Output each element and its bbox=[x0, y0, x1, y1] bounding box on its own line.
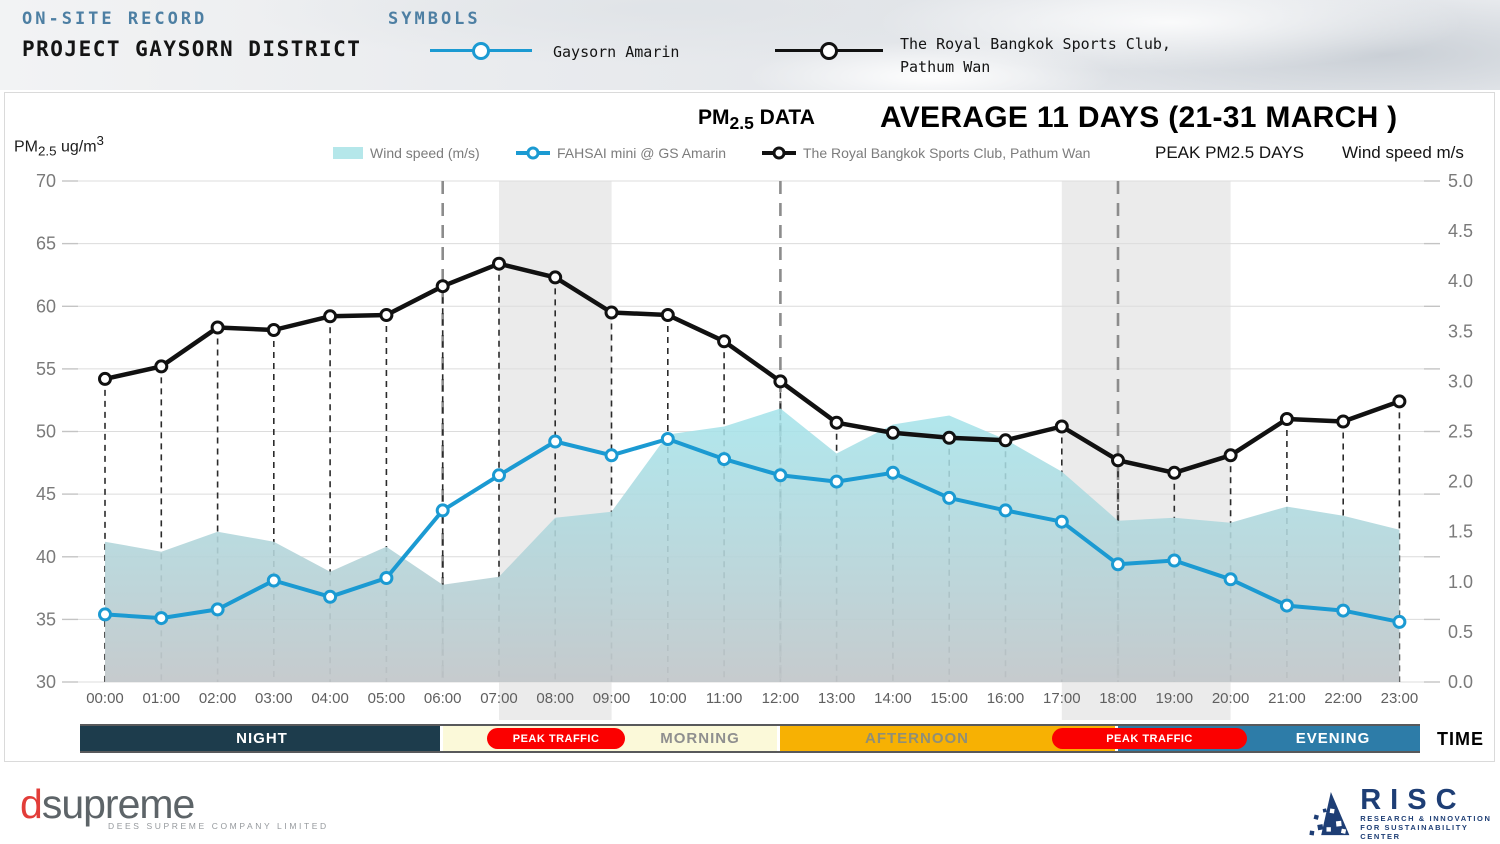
svg-text:08:00: 08:00 bbox=[536, 690, 574, 707]
peak-traffic-pill: PEAK TRAFFIC bbox=[1052, 728, 1247, 749]
symbol-rbsc-line1: The Royal Bangkok Sports Club, bbox=[900, 35, 1171, 53]
svg-text:55: 55 bbox=[36, 359, 56, 379]
legend-wind-speed-label: Wind speed (m/s) bbox=[370, 145, 480, 161]
svg-text:21:00: 21:00 bbox=[1268, 690, 1306, 707]
time-band-bar: NIGHT MORNING AFTERNOON EVENING PEAK TRAFFIC… bbox=[80, 724, 1420, 753]
svg-text:5.0: 5.0 bbox=[1448, 171, 1473, 191]
svg-text:20:00: 20:00 bbox=[1212, 690, 1250, 707]
symbols-label: SYMBOLS bbox=[388, 9, 481, 29]
svg-text:0.0: 0.0 bbox=[1448, 672, 1473, 692]
dsupreme-logo: dsupreme DEES SUPREME COMPANY LIMITED bbox=[20, 781, 329, 832]
symbol-rbsc-line2: Pathum Wan bbox=[900, 58, 991, 76]
svg-text:12:00: 12:00 bbox=[762, 690, 800, 707]
svg-text:04:00: 04:00 bbox=[311, 690, 349, 707]
chart-card bbox=[4, 92, 1495, 762]
peak-pm25-days-label: PEAK PM2.5 DAYS bbox=[1155, 143, 1304, 162]
time-band-label-morning: MORNING bbox=[660, 730, 740, 747]
time-band-label-evening: EVENING bbox=[1295, 730, 1371, 747]
rbsc-legend-marker-dot bbox=[772, 146, 786, 160]
svg-text:23:00: 23:00 bbox=[1381, 690, 1419, 707]
risc-caption-line1: RESEARCH & INNOVATION bbox=[1360, 814, 1492, 823]
risc-triangle-icon bbox=[1309, 791, 1350, 835]
svg-text:00:00: 00:00 bbox=[86, 690, 124, 707]
svg-text:3.0: 3.0 bbox=[1448, 371, 1473, 391]
time-band-label-night: NIGHT bbox=[236, 730, 288, 747]
svg-text:2.0: 2.0 bbox=[1448, 472, 1473, 492]
svg-text:15:00: 15:00 bbox=[930, 690, 968, 707]
symbol-rbsc-label: The Royal Bangkok Sports Club, Pathum Wa… bbox=[900, 33, 1171, 79]
risc-textblock: RISC RESEARCH & INNOVATION FOR SUSTAINAB… bbox=[1360, 784, 1500, 842]
svg-text:10:00: 10:00 bbox=[649, 690, 687, 707]
risc-caption: RESEARCH & INNOVATION FOR SUSTAINABILITY… bbox=[1360, 814, 1500, 841]
svg-text:35: 35 bbox=[36, 609, 56, 629]
svg-text:07:00: 07:00 bbox=[480, 690, 518, 707]
legend-fahsai-label: FAHSAI mini @ GS Amarin bbox=[557, 145, 727, 161]
svg-text:09:00: 09:00 bbox=[593, 690, 631, 707]
time-axis-label: TIME bbox=[1437, 729, 1484, 749]
fahsai-line-marker bbox=[516, 146, 550, 160]
peak-traffic-pill: PEAK TRAFFIC bbox=[487, 728, 626, 749]
svg-text:22:00: 22:00 bbox=[1324, 690, 1362, 707]
pm25-data-label: PM2.5 DATA bbox=[698, 106, 815, 134]
time-band-night bbox=[80, 726, 440, 751]
risc-name: RISC bbox=[1360, 784, 1466, 816]
svg-text:06:00: 06:00 bbox=[424, 690, 462, 707]
svg-text:45: 45 bbox=[36, 484, 56, 504]
svg-text:16:00: 16:00 bbox=[987, 690, 1025, 707]
header: ON-SITE RECORD PROJECT GAYSORN DISTRICT … bbox=[0, 0, 1500, 90]
svg-text:2.5: 2.5 bbox=[1448, 422, 1473, 442]
svg-text:50: 50 bbox=[36, 422, 56, 442]
gaysorn-amarin-line-marker bbox=[430, 41, 532, 60]
svg-text:1.5: 1.5 bbox=[1448, 522, 1473, 542]
svg-text:17:00: 17:00 bbox=[1043, 690, 1081, 707]
dsupreme-d: d bbox=[20, 781, 43, 827]
svg-text:4.5: 4.5 bbox=[1448, 221, 1473, 241]
legend-rbsc: The Royal Bangkok Sports Club, Pathum Wa… bbox=[762, 145, 1090, 161]
rbsc-line bbox=[104, 261, 1401, 476]
project-title: PROJECT GAYSORN DISTRICT bbox=[22, 37, 362, 61]
risc-logo: RISC RESEARCH & INNOVATION FOR SUSTAINAB… bbox=[1308, 786, 1500, 841]
wind-speed-axis-label: Wind speed m/s bbox=[1342, 143, 1464, 162]
legend-fahsai: FAHSAI mini @ GS Amarin bbox=[516, 145, 726, 161]
svg-text:03:00: 03:00 bbox=[255, 690, 293, 707]
dsupreme-tagline: DEES SUPREME COMPANY LIMITED bbox=[108, 821, 329, 831]
svg-text:13:00: 13:00 bbox=[818, 690, 856, 707]
gaysorn-amarin-marker-dot bbox=[472, 41, 490, 60]
svg-text:18:00: 18:00 bbox=[1099, 690, 1137, 707]
wind-speed-area bbox=[105, 408, 1400, 682]
svg-text:1.0: 1.0 bbox=[1448, 572, 1473, 592]
risc-caption-line2: FOR SUSTAINABILITY CENTER bbox=[1360, 823, 1469, 841]
svg-text:05:00: 05:00 bbox=[368, 690, 406, 707]
svg-text:0.5: 0.5 bbox=[1448, 622, 1473, 642]
rbsc-marker-dot bbox=[820, 41, 838, 60]
svg-text:11:00: 11:00 bbox=[706, 690, 742, 707]
svg-text:4.0: 4.0 bbox=[1448, 271, 1473, 291]
svg-text:60: 60 bbox=[36, 296, 56, 316]
svg-text:19:00: 19:00 bbox=[1156, 690, 1194, 707]
svg-text:65: 65 bbox=[36, 234, 56, 254]
legend-rbsc-label: The Royal Bangkok Sports Club, Pathum Wa… bbox=[803, 145, 1091, 161]
dsupreme-wordmark: dsupreme bbox=[20, 781, 329, 827]
dsupreme-rest: supreme bbox=[41, 781, 196, 827]
rbsc-legend-line-marker bbox=[762, 146, 796, 160]
svg-text:01:00: 01:00 bbox=[143, 690, 181, 707]
svg-text:02:00: 02:00 bbox=[199, 690, 237, 707]
chart-title: AVERAGE 11 DAYS (21-31 MARCH ) bbox=[880, 101, 1398, 134]
svg-text:30: 30 bbox=[36, 672, 56, 692]
pm25-chart: 30 35 40 45 50 55 60 65 70 0.0 0.5 1.0 1.5 2.0 2.5 3.0 3… bbox=[36, 171, 1473, 720]
fahsai-marker-dot bbox=[526, 146, 540, 160]
on-site-record-label: ON-SITE RECORD bbox=[22, 9, 208, 29]
rbsc-line-marker bbox=[775, 41, 883, 60]
svg-text:40: 40 bbox=[36, 547, 56, 567]
legend-wind-speed: Wind speed (m/s) bbox=[333, 145, 480, 161]
svg-text:70: 70 bbox=[36, 171, 56, 191]
svg-text:3.5: 3.5 bbox=[1448, 321, 1473, 341]
time-band-label-afternoon: AFTERNOON bbox=[865, 730, 969, 747]
symbol-gaysorn-amarin-label: Gaysorn Amarin bbox=[553, 43, 680, 61]
wind-speed-swatch bbox=[333, 147, 363, 159]
pm25-axis-label: PM2.5 ug/m3 bbox=[14, 133, 104, 159]
svg-text:14:00: 14:00 bbox=[874, 690, 912, 707]
fahsai-line bbox=[104, 437, 1400, 624]
